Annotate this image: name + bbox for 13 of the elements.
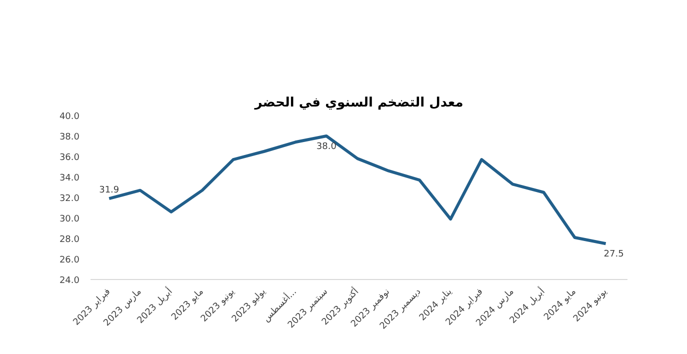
chart-title: معدل التضخم السنوي في الحضر xyxy=(254,96,464,110)
y-tick-label: 32.0 xyxy=(59,194,80,204)
data-label: 38.0 xyxy=(316,142,337,152)
data-label: 31.9 xyxy=(99,186,120,196)
y-tick-label: 30.0 xyxy=(59,214,80,224)
y-tick-label: 34.0 xyxy=(59,174,80,184)
y-tick-label: 40.0 xyxy=(59,112,80,122)
y-tick-label: 28.0 xyxy=(59,235,80,245)
y-tick-label: 26.0 xyxy=(59,256,80,266)
y-tick-label: 38.0 xyxy=(59,132,80,142)
data-label: 27.5 xyxy=(604,250,624,260)
y-tick-label: 24.0 xyxy=(59,276,80,286)
y-tick-label: 36.0 xyxy=(59,153,80,163)
